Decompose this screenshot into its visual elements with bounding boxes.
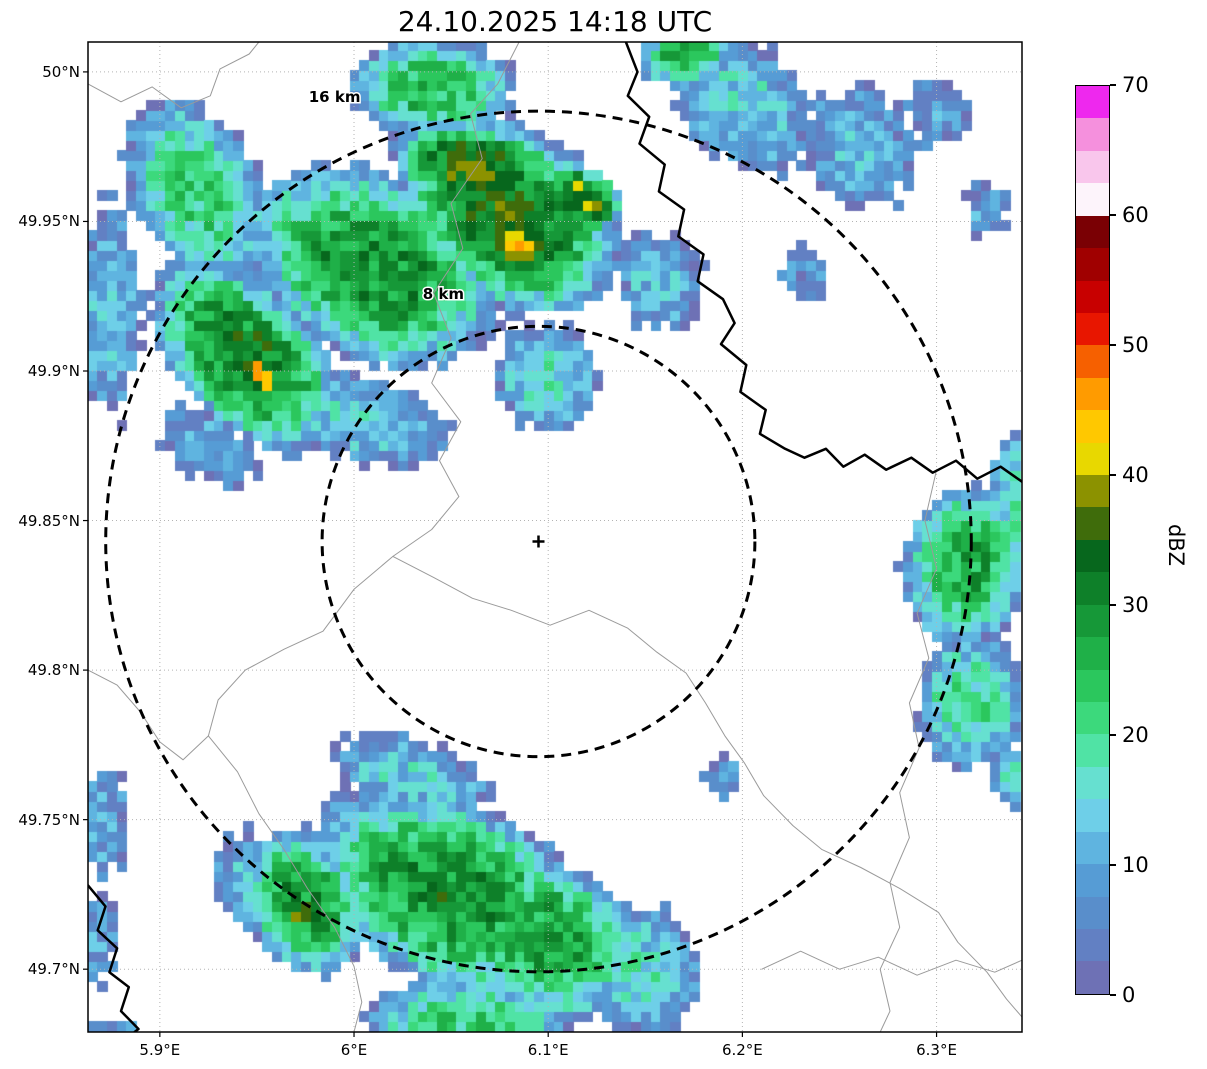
colorbar-segment <box>1076 572 1109 605</box>
colorbar-segment <box>1076 702 1109 735</box>
colorbar-tick-label: 60 <box>1122 203 1149 227</box>
colorbar-tickmark <box>1110 344 1116 346</box>
y-tick-label: 50°N <box>42 62 80 81</box>
x-tick-label: 6.3°E <box>916 1041 957 1059</box>
colorbar-segment <box>1076 831 1109 865</box>
colorbar-tick-label: 50 <box>1122 333 1149 357</box>
colorbar-tickmark <box>1110 864 1116 866</box>
colorbar-tick-label: 20 <box>1122 723 1149 747</box>
colorbar-segment <box>1076 475 1109 508</box>
colorbar-segment <box>1076 961 1109 994</box>
colorbar-segment <box>1076 280 1109 313</box>
colorbar-segment <box>1076 118 1109 151</box>
y-tick-label: 49.8°N <box>27 661 80 680</box>
colorbar-segment <box>1076 539 1109 573</box>
colorbar-segment <box>1076 183 1109 216</box>
colorbar-segment <box>1076 442 1109 476</box>
colorbar-segment <box>1076 215 1109 249</box>
colorbar-tick-label: 70 <box>1122 73 1149 97</box>
x-tick-label: 6.2°E <box>721 1041 763 1059</box>
figure-title: 24.10.2025 14:18 UTC <box>397 5 713 38</box>
colorbar-segment <box>1076 150 1109 184</box>
colorbar-segment <box>1076 669 1109 703</box>
y-tick-label: 49.95°N <box>18 212 80 231</box>
colorbar-tick-label: 40 <box>1122 463 1149 487</box>
x-tick-label: 6.1°E <box>527 1041 569 1059</box>
colorbar-tickmark <box>1110 994 1116 996</box>
y-tick-label: 49.7°N <box>27 960 80 979</box>
map-plot <box>88 42 1022 1032</box>
colorbar-segment <box>1076 377 1109 411</box>
colorbar-label: dBZ <box>1164 523 1188 567</box>
colorbar-tickmark <box>1110 734 1116 736</box>
x-tick-label: 6°E <box>340 1041 368 1059</box>
colorbar-segment <box>1076 312 1109 346</box>
colorbar-segment <box>1076 248 1109 281</box>
colorbar-tickmark <box>1110 604 1116 606</box>
colorbar <box>1075 85 1110 995</box>
colorbar-segment <box>1076 637 1109 670</box>
colorbar-tickmark <box>1110 474 1116 476</box>
colorbar-segment <box>1076 766 1109 800</box>
colorbar-segment <box>1076 410 1109 443</box>
x-tick-label: 5.9°E <box>139 1041 181 1059</box>
colorbar-segment <box>1076 896 1109 929</box>
colorbar-segment <box>1076 864 1109 897</box>
colorbar-segment <box>1076 799 1109 832</box>
colorbar-tick-label: 0 <box>1122 983 1136 1007</box>
y-tick-label: 49.75°N <box>18 810 80 829</box>
colorbar-tick-label: 30 <box>1122 593 1149 617</box>
colorbar-segment <box>1076 928 1109 962</box>
y-tick-label: 49.9°N <box>27 362 80 380</box>
radar-echo-canvas <box>88 42 1022 1032</box>
colorbar-tickmark <box>1110 84 1116 86</box>
colorbar-segment <box>1076 86 1109 119</box>
colorbar-tick-label: 10 <box>1122 853 1149 877</box>
colorbar-segment <box>1076 734 1109 767</box>
colorbar-segment <box>1076 604 1109 638</box>
y-tick-label: 49.85°N <box>18 511 80 530</box>
colorbar-segment <box>1076 507 1109 540</box>
colorbar-segment <box>1076 345 1109 378</box>
colorbar-tickmark <box>1110 214 1116 216</box>
